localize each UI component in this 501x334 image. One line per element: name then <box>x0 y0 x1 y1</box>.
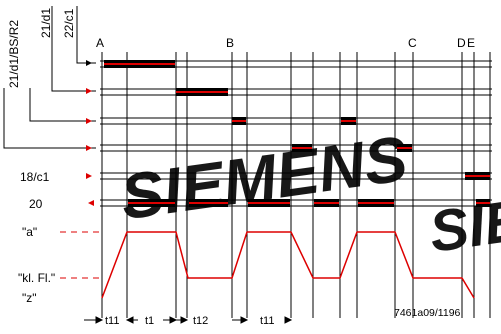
terminal-label-18-c1: 18/c1 <box>20 170 50 184</box>
point-label-d: D <box>457 36 466 50</box>
interval-label-t11-b: t11 <box>260 315 274 327</box>
point-label-a: A <box>96 36 104 50</box>
point-label-b: B <box>226 36 234 50</box>
interval-label-t12: t12 <box>193 315 208 327</box>
interval-label-t1: t1 <box>145 315 154 327</box>
terminal-label-21-d1-bs-r2: 21/d1/BS/R2 <box>7 20 21 88</box>
interval-markers <box>84 316 293 324</box>
siemens-watermark: SIEMENS SIE <box>116 122 501 265</box>
level-label-z: "z" <box>22 291 37 305</box>
row-6-arrow-icon <box>88 200 94 206</box>
point-label-c: C <box>408 36 417 50</box>
level-reference-lines <box>60 231 100 279</box>
row-3-arrow-icon <box>86 118 92 124</box>
position-profile <box>101 231 475 299</box>
row-5-arrow-icon <box>86 173 92 179</box>
drawing-id: 7461a09/1196 <box>394 307 461 319</box>
interval-label-t11-a: t11 <box>105 315 119 327</box>
row-4-arrow-icon <box>86 145 92 151</box>
terminal-label-21-d1: 21/d1 <box>39 8 53 38</box>
level-label-a: "a" <box>22 225 37 239</box>
row-2-arrow-icon <box>86 88 92 94</box>
terminal-label-20: 20 <box>29 197 43 211</box>
row-1-arrow-icon <box>86 60 92 66</box>
terminal-leader-lines <box>3 6 96 149</box>
watermark-text: SIEMENS <box>116 122 412 233</box>
bar-red-accents <box>104 63 490 204</box>
point-label-e: E <box>467 36 475 50</box>
row-arrowheads <box>86 60 94 206</box>
terminal-label-22-c1: 22/c1 <box>62 8 76 38</box>
level-label-kl: "kl. Fl." <box>18 271 55 285</box>
